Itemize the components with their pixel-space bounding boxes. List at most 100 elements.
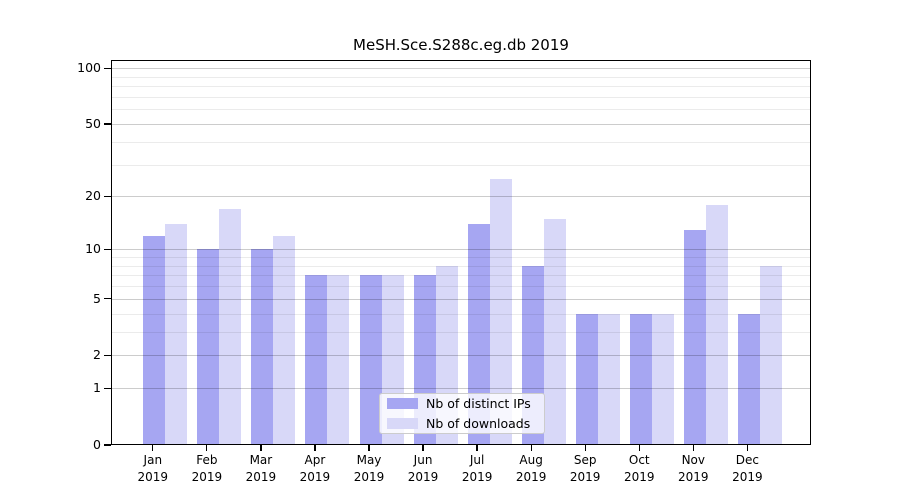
bar-distinct-ips xyxy=(251,249,274,445)
legend-entry: Nb of downloads xyxy=(387,416,544,431)
x-tick-mark xyxy=(422,445,424,451)
legend-swatch xyxy=(387,417,418,429)
y-tick-mark xyxy=(104,123,111,125)
x-tick-month: Sep xyxy=(573,453,597,467)
x-tick-month: Oct xyxy=(628,453,650,467)
bar-distinct-ips xyxy=(737,313,760,445)
x-tick-month: Nov xyxy=(681,453,705,467)
bar-downloads xyxy=(597,313,620,445)
x-tick-month: Feb xyxy=(196,453,218,467)
x-tick-month: Jan xyxy=(143,453,163,467)
x-tick-month: Dec xyxy=(735,453,759,467)
grid-line-minor xyxy=(111,265,811,267)
x-tick-label: Oct 2019 xyxy=(611,452,667,486)
bar-downloads xyxy=(219,209,242,445)
y-tick-mark xyxy=(104,354,111,356)
grid-line-minor xyxy=(111,76,811,78)
grid-line-major xyxy=(111,68,811,70)
x-tick-mark xyxy=(692,445,694,451)
bar-distinct-ips xyxy=(197,249,220,445)
x-tick-month: Aug xyxy=(519,453,543,467)
grid-line-minor xyxy=(111,141,811,143)
bar-distinct-ips xyxy=(143,235,166,445)
bar-downloads xyxy=(759,265,782,445)
x-tick-year: 2019 xyxy=(461,470,493,484)
x-tick-label: Mar 2019 xyxy=(233,452,289,486)
x-tick-label: Sep 2019 xyxy=(557,452,613,486)
grid-line-minor xyxy=(111,96,811,98)
bar-distinct-ips xyxy=(359,275,382,445)
y-tick-label: 5 xyxy=(93,290,101,306)
y-tick-mark xyxy=(104,444,111,446)
x-tick-mark xyxy=(530,445,532,451)
y-tick-label: 0 xyxy=(93,437,101,452)
x-tick-month: Mar xyxy=(249,453,273,467)
x-tick-mark xyxy=(260,445,262,451)
plot-area: Nb of distinct IPs Nb of downloads xyxy=(111,59,811,445)
x-tick-year: 2019 xyxy=(732,470,763,484)
y-tick-label: 2 xyxy=(93,347,101,363)
grid-line-minor xyxy=(111,86,811,88)
x-tick-year: 2019 xyxy=(623,470,655,484)
x-tick-year: 2019 xyxy=(137,470,169,484)
legend-label: Nb of downloads xyxy=(426,415,531,431)
x-tick-mark xyxy=(206,445,208,451)
chart-title: MeSH.Sce.S288c.eg.db 2019 xyxy=(353,36,569,54)
x-tick-month: Jun xyxy=(413,453,433,467)
x-tick-mark xyxy=(638,445,640,451)
bar-downloads xyxy=(705,204,728,445)
bar-distinct-ips xyxy=(305,275,328,445)
x-tick-year: 2019 xyxy=(569,470,601,484)
x-tick-mark xyxy=(152,445,154,451)
x-tick-year: 2019 xyxy=(678,470,709,484)
x-tick-year: 2019 xyxy=(407,470,439,484)
bar-downloads xyxy=(489,178,512,445)
x-tick-label: Jul 2019 xyxy=(449,452,505,486)
grid-line-major xyxy=(111,298,811,300)
y-tick-mark xyxy=(104,387,111,390)
grid-line-minor xyxy=(111,313,811,315)
x-tick-label: Feb 2019 xyxy=(179,452,235,486)
y-tick-mark xyxy=(104,195,111,198)
grid-line-major xyxy=(111,355,811,357)
bar-downloads xyxy=(651,313,674,445)
x-tick-label: Nov 2019 xyxy=(665,452,721,486)
x-tick-mark xyxy=(368,445,370,451)
grid-line-major xyxy=(111,123,811,125)
legend: Nb of distinct IPs Nb of downloads xyxy=(379,392,545,434)
grid-line-major xyxy=(111,249,811,251)
y-tick-label: 20 xyxy=(85,188,101,204)
bar-downloads xyxy=(543,218,566,445)
x-tick-label: Jan 2019 xyxy=(125,452,181,486)
y-tick-label: 1 xyxy=(93,380,101,396)
x-tick-mark xyxy=(476,445,478,451)
grid-line-minor xyxy=(111,109,811,111)
legend-entry: Nb of distinct IPs xyxy=(387,396,544,411)
grid-line-minor xyxy=(111,275,811,277)
grid-line-minor xyxy=(111,257,811,258)
y-tick-mark xyxy=(104,298,111,300)
grid-line-minor xyxy=(111,331,811,333)
bar-downloads xyxy=(165,223,188,445)
y-tick-mark xyxy=(104,67,111,69)
grid-line-major xyxy=(111,388,811,390)
bar-downloads xyxy=(327,275,350,445)
x-tick-month: May xyxy=(356,453,382,467)
legend-swatch xyxy=(387,397,418,409)
legend-label: Nb of distinct IPs xyxy=(426,395,531,411)
y-tick-mark xyxy=(104,248,111,250)
y-tick-label: 10 xyxy=(85,241,101,257)
grid-line-major xyxy=(111,196,811,198)
bar-distinct-ips xyxy=(467,223,490,445)
bar-distinct-ips xyxy=(575,313,598,445)
x-tick-mark xyxy=(314,445,316,451)
x-tick-label: May 2019 xyxy=(341,452,397,486)
x-tick-label: Aug 2019 xyxy=(503,452,559,486)
grid-line-minor xyxy=(111,164,811,166)
x-tick-year: 2019 xyxy=(515,470,547,484)
x-tick-year: 2019 xyxy=(191,470,223,484)
x-tick-month: Apr xyxy=(304,453,326,467)
x-tick-mark xyxy=(746,445,748,451)
x-tick-label: Apr 2019 xyxy=(287,452,343,486)
bar-distinct-ips xyxy=(683,229,706,445)
